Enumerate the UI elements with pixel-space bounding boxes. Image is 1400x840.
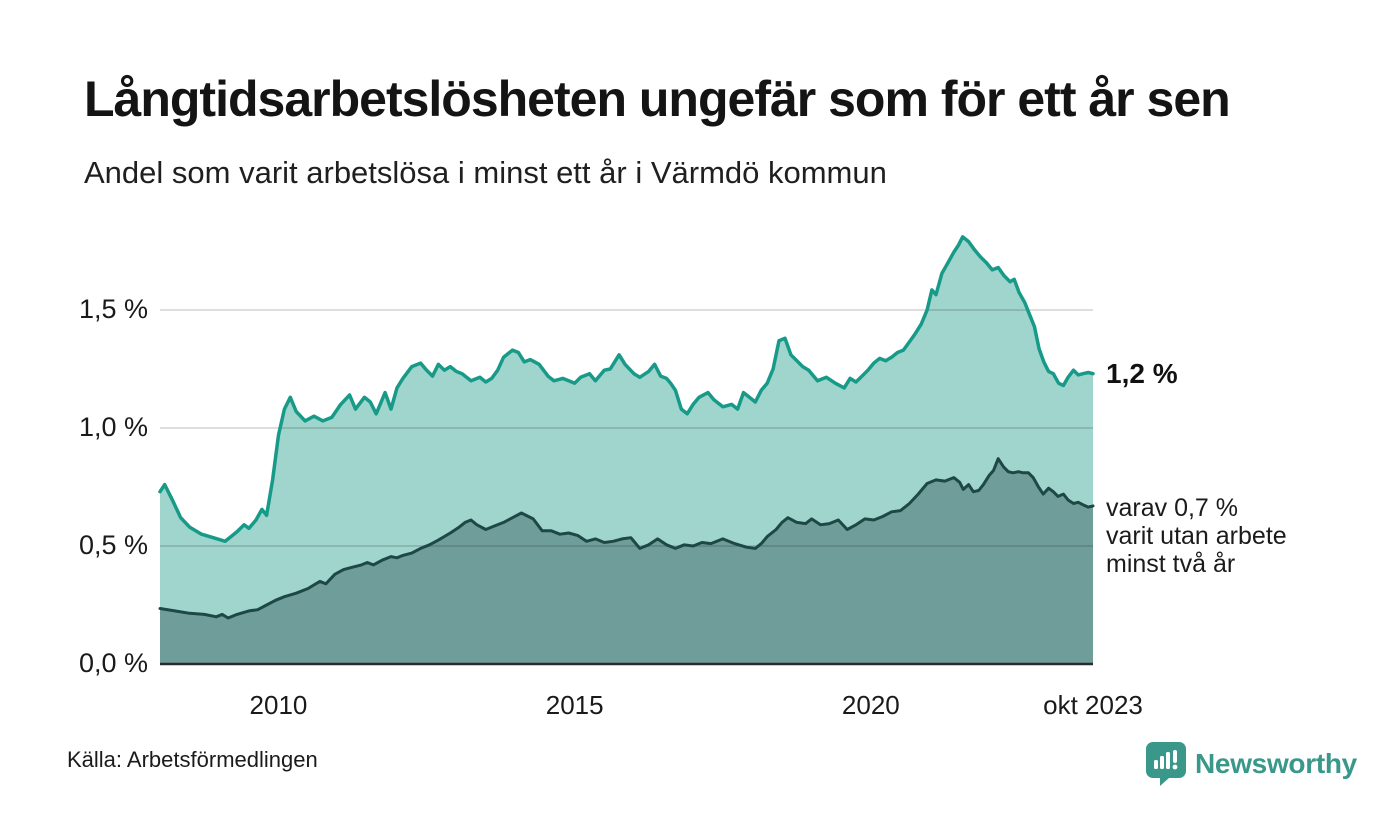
y-axis-label: 1,5 %	[78, 294, 148, 324]
latest-value-label: 1,2 %	[1106, 358, 1178, 389]
x-axis-label: 2010	[249, 690, 308, 720]
brand-wordmark: Newsworthy	[1195, 747, 1357, 779]
subset-value-label: varav 0,7 % varit utan arbete minst två …	[1106, 494, 1287, 578]
subset-label-line1: varav 0,7 %	[1106, 494, 1239, 522]
area-two-years	[160, 458, 1093, 664]
newsworthy-logo: Newsworthy	[1146, 741, 1357, 786]
y-axis-label: 0,0 %	[78, 648, 148, 678]
y-axis-label: 0,5 %	[78, 530, 148, 560]
x-axis-label: 2020	[841, 690, 900, 720]
x-axis-label: okt 2023	[1043, 690, 1143, 720]
line-two-years	[158, 457, 1095, 620]
line-total-one-year	[158, 235, 1095, 544]
newsworthy-bubble-chart-icon	[1146, 742, 1186, 786]
page-title: Långtidsarbetslösheten ungefär som för e…	[84, 71, 1231, 127]
source-credit: Källa: Arbetsförmedlingen	[67, 747, 318, 772]
subset-label-line3: minst två år	[1106, 550, 1236, 578]
subset-label-line2: varit utan arbete	[1106, 522, 1287, 550]
x-axis-label: 2015	[545, 690, 604, 720]
chart-subtitle: Andel som varit arbetslösa i minst ett å…	[84, 155, 887, 190]
y-axis-label: 1,0 %	[78, 412, 148, 442]
